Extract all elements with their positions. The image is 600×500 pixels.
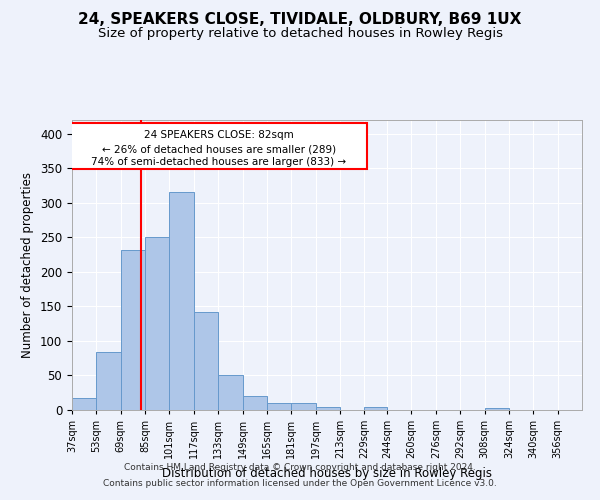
- X-axis label: Distribution of detached houses by size in Rowley Regis: Distribution of detached houses by size …: [162, 466, 492, 479]
- Bar: [291, 403, 316, 410]
- Bar: [485, 408, 509, 410]
- Bar: [72, 398, 97, 410]
- Bar: [97, 352, 121, 410]
- Bar: [316, 406, 340, 410]
- Text: Contains HM Land Registry data © Crown copyright and database right 2024.: Contains HM Land Registry data © Crown c…: [124, 464, 476, 472]
- FancyBboxPatch shape: [70, 123, 367, 169]
- Text: 24 SPEAKERS CLOSE: 82sqm: 24 SPEAKERS CLOSE: 82sqm: [144, 130, 294, 140]
- Bar: [194, 312, 218, 410]
- Bar: [145, 236, 169, 410]
- Bar: [169, 192, 194, 410]
- Text: Size of property relative to detached houses in Rowley Regis: Size of property relative to detached ho…: [97, 28, 503, 40]
- Bar: [121, 250, 145, 410]
- Text: ← 26% of detached houses are smaller (289): ← 26% of detached houses are smaller (28…: [102, 144, 336, 154]
- Bar: [364, 407, 387, 410]
- Y-axis label: Number of detached properties: Number of detached properties: [22, 172, 34, 358]
- Bar: [267, 403, 291, 410]
- Bar: [242, 396, 267, 410]
- Text: 24, SPEAKERS CLOSE, TIVIDALE, OLDBURY, B69 1UX: 24, SPEAKERS CLOSE, TIVIDALE, OLDBURY, B…: [79, 12, 521, 28]
- Text: 74% of semi-detached houses are larger (833) →: 74% of semi-detached houses are larger (…: [91, 156, 346, 166]
- Text: Contains public sector information licensed under the Open Government Licence v3: Contains public sector information licen…: [103, 478, 497, 488]
- Bar: [218, 375, 242, 410]
